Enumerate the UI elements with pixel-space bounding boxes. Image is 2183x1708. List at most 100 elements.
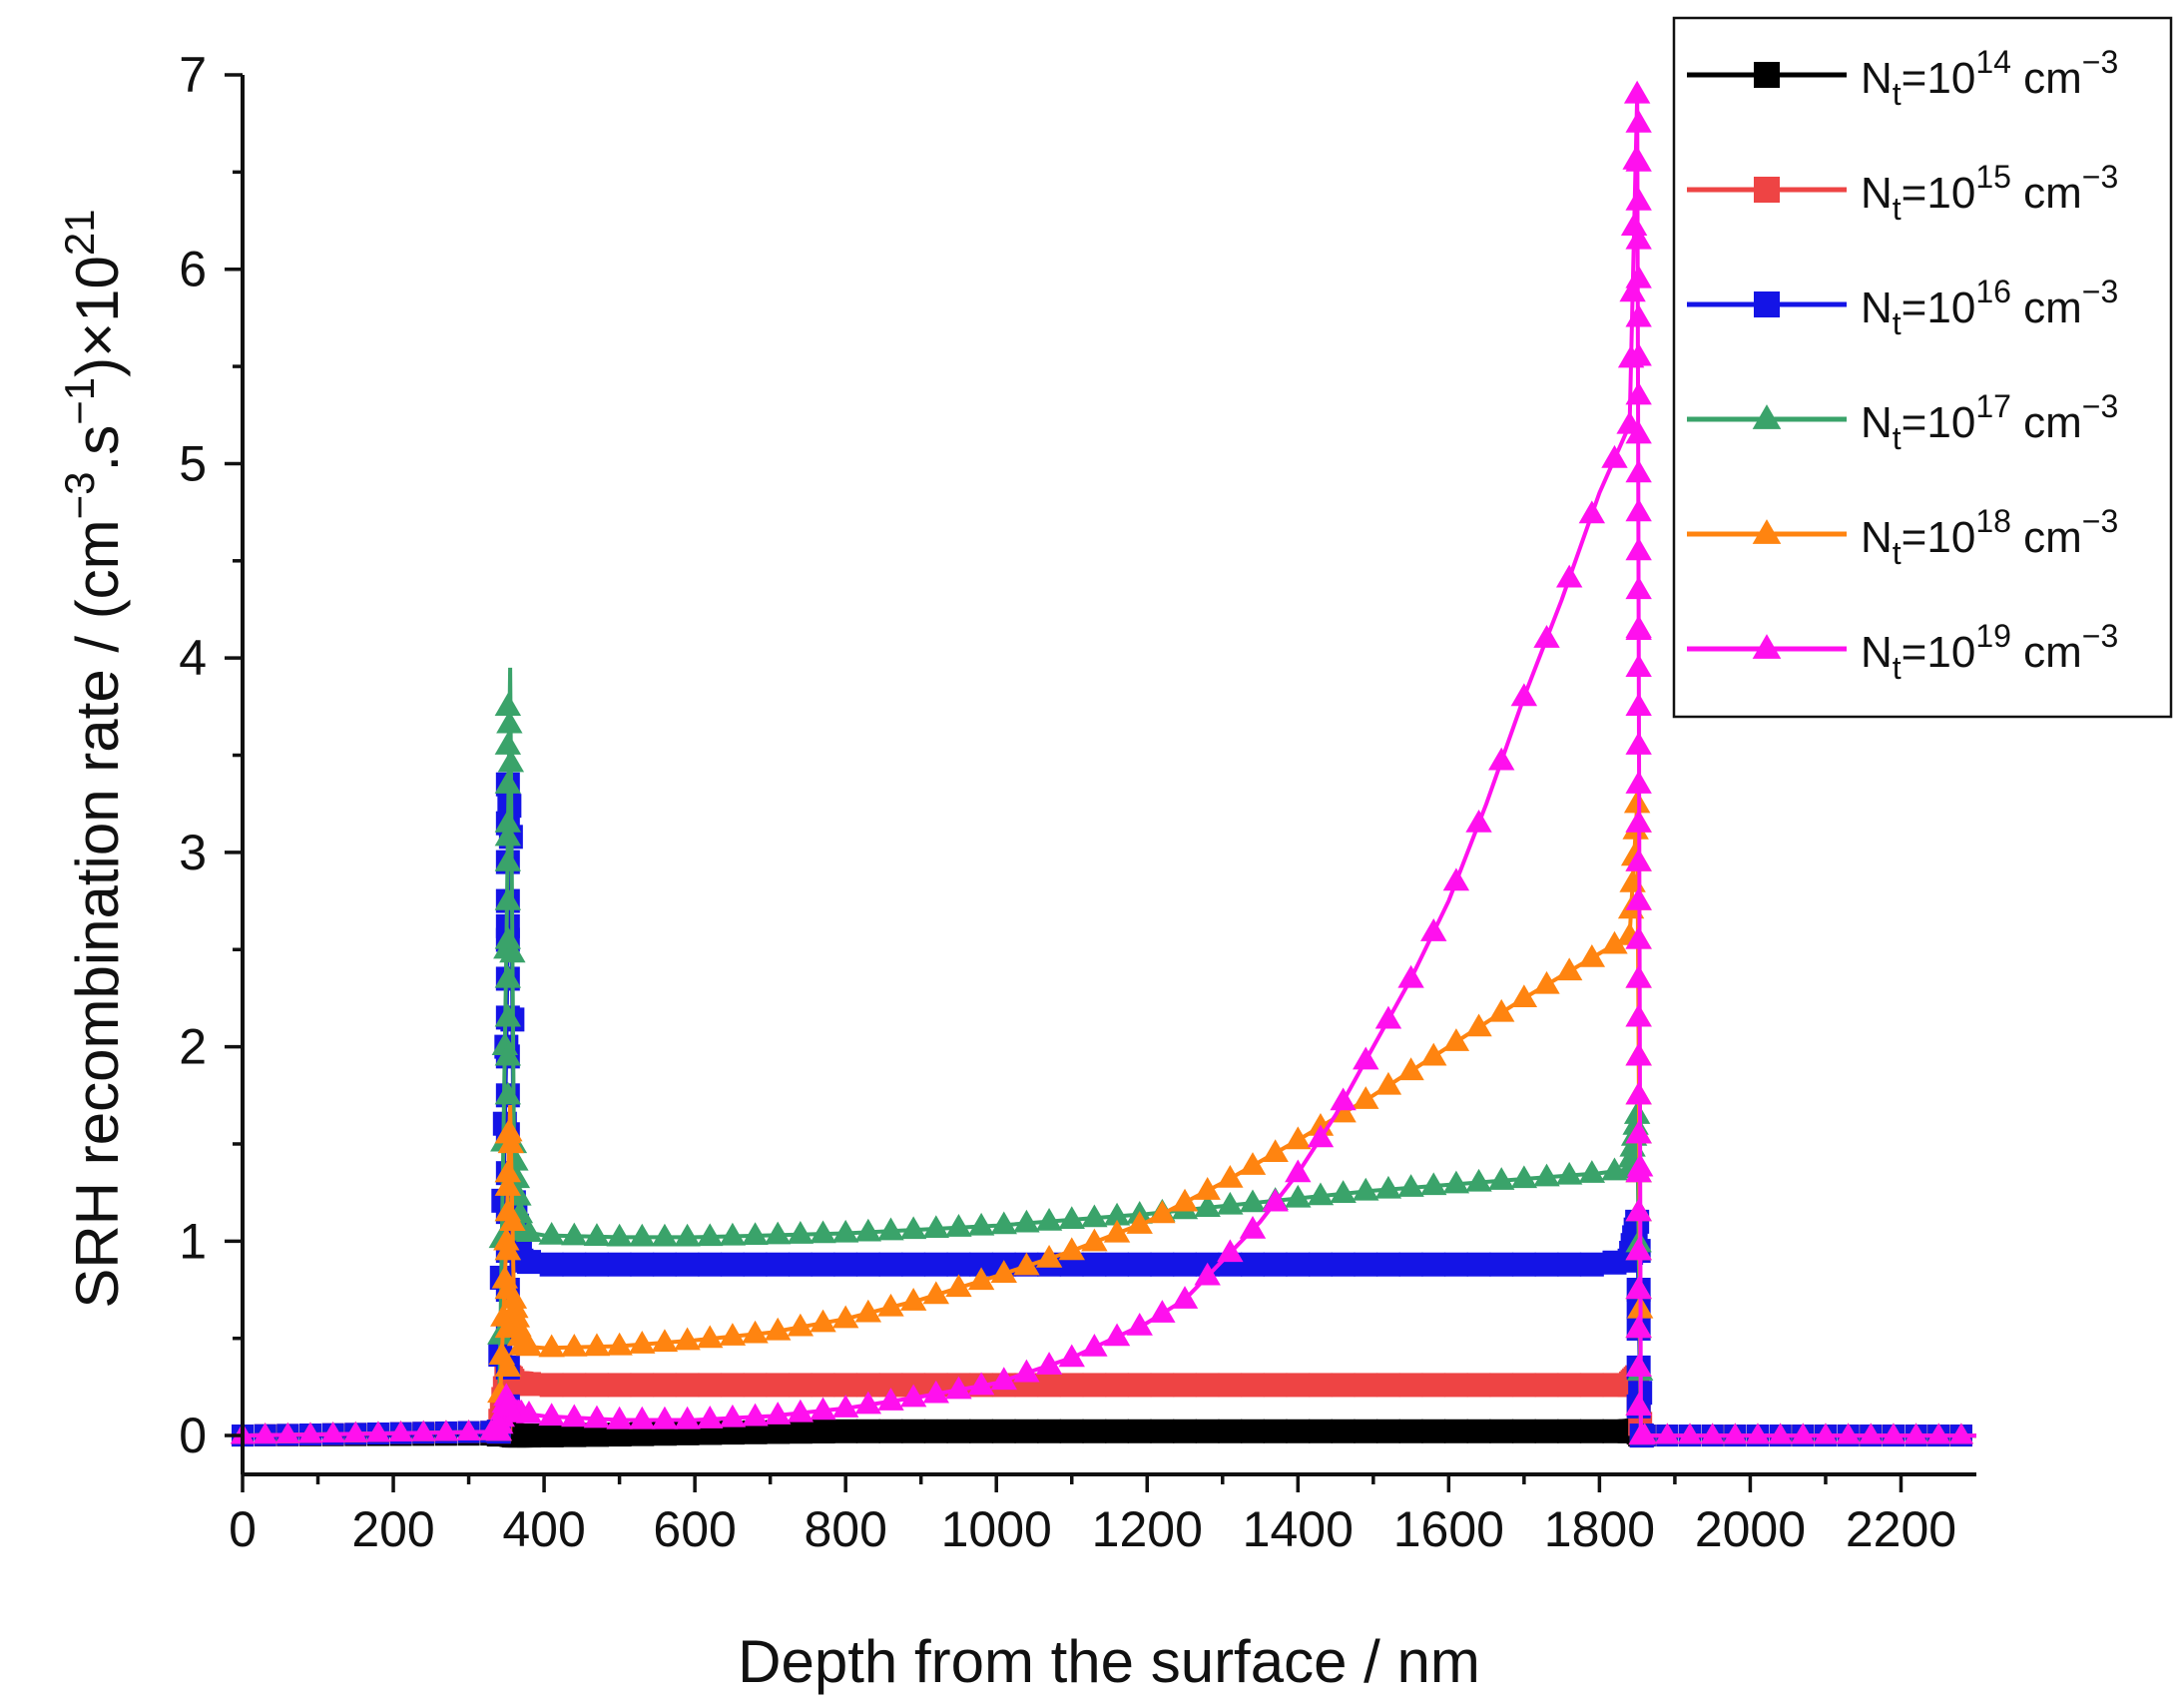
series-19 (230, 80, 1976, 1445)
data-point (922, 1281, 949, 1305)
data-point (1625, 1042, 1652, 1066)
data-point (1014, 1419, 1039, 1443)
x-tick-label: 200 (351, 1501, 434, 1557)
data-point (1465, 810, 1492, 833)
data-point (1058, 1206, 1085, 1230)
data-point (1013, 1209, 1040, 1233)
data-point (1239, 1152, 1267, 1175)
x-tick-label: 1600 (1393, 1501, 1504, 1557)
data-point (1103, 1219, 1131, 1243)
data-point (674, 1406, 701, 1429)
data-point (1171, 1286, 1199, 1309)
data-point (811, 1252, 835, 1277)
data-point (674, 1327, 701, 1351)
data-point (1420, 918, 1447, 941)
data-point (1421, 1419, 1446, 1443)
data-point (1904, 1423, 1928, 1444)
data-point (1239, 1189, 1267, 1213)
data-point (1836, 1423, 1861, 1444)
data-point (629, 1223, 656, 1247)
data-point (1625, 1159, 1652, 1183)
data-point (810, 1397, 836, 1421)
data-point (1625, 459, 1652, 483)
data-point (584, 1252, 609, 1277)
data-point (674, 1223, 701, 1247)
data-point (1173, 1373, 1198, 1398)
data-point (652, 1373, 677, 1398)
data-point (496, 710, 523, 734)
data-point (494, 886, 522, 910)
data-point (1557, 1373, 1582, 1398)
data-point (607, 1373, 632, 1398)
data-point (630, 1252, 655, 1277)
data-point (1625, 615, 1652, 639)
data-point (1285, 1126, 1312, 1150)
data-point (1353, 1177, 1379, 1201)
data-point (561, 1404, 588, 1427)
data-point (1375, 1373, 1400, 1398)
x-tick-label: 1800 (1544, 1501, 1655, 1557)
data-point (1353, 1086, 1379, 1109)
data-point (923, 1252, 948, 1277)
legend-marker (1754, 62, 1780, 88)
data-point (1218, 1373, 1243, 1398)
data-point (494, 1120, 522, 1144)
data-point (494, 1042, 522, 1066)
data-point (1195, 1373, 1220, 1398)
data-point (991, 1419, 1016, 1443)
data-point (742, 1222, 769, 1246)
data-point (1511, 1373, 1536, 1398)
data-point (494, 1081, 522, 1105)
x-tick-label: 0 (229, 1501, 257, 1557)
data-point (494, 1159, 522, 1183)
y-tick-label: 6 (179, 242, 207, 297)
data-point (1354, 1419, 1378, 1443)
data-point (1035, 1207, 1063, 1231)
data-point (1420, 1042, 1447, 1066)
data-point (719, 1404, 747, 1427)
data-point (606, 1332, 633, 1356)
data-point (1127, 1419, 1152, 1443)
data-point (1625, 498, 1652, 522)
data-point (1330, 1087, 1357, 1111)
data-point (743, 1373, 768, 1398)
data-point (652, 1252, 677, 1277)
data-point (1579, 1373, 1604, 1398)
data-point (1489, 1373, 1514, 1398)
data-point (1625, 537, 1652, 561)
data-point (456, 1420, 481, 1440)
data-point (787, 1399, 815, 1423)
data-point (606, 1223, 633, 1247)
data-point (561, 1333, 588, 1357)
data-point (990, 1260, 1017, 1283)
series-17 (230, 667, 1976, 1445)
data-point (831, 1305, 859, 1329)
legend: Nt=1014 cm−3 Nt=1015 cm−3 Nt=1016 cm−3 Nt=1… (1672, 16, 2173, 719)
legend-box (1672, 16, 2173, 719)
data-point (1510, 683, 1538, 707)
data-point (1331, 1373, 1356, 1398)
data-point (1700, 1423, 1725, 1444)
data-point (1601, 930, 1628, 954)
x-tick-label: 2000 (1695, 1501, 1806, 1557)
x-ticks: 0 200 400 600 800 1000 1200 1400 1600 1800 2000 220… (229, 1474, 1956, 1557)
data-point (1466, 1373, 1491, 1398)
data-point (1625, 1003, 1652, 1027)
data-point (1625, 654, 1652, 678)
legend-marker (1752, 634, 1782, 659)
data-point (1127, 1373, 1152, 1398)
data-point (1625, 1276, 1652, 1300)
data-point (562, 1252, 587, 1277)
data-point (494, 848, 522, 871)
data-point (1625, 187, 1652, 211)
data-point (1578, 500, 1606, 524)
data-point (494, 1276, 522, 1300)
data-point (1628, 1422, 1655, 1445)
data-point (766, 1373, 791, 1398)
data-point (388, 1421, 413, 1442)
data-point (1465, 1013, 1492, 1037)
data-point (502, 1295, 529, 1319)
data-point (1195, 1419, 1220, 1443)
data-point (787, 1221, 815, 1244)
data-point (877, 1217, 904, 1241)
